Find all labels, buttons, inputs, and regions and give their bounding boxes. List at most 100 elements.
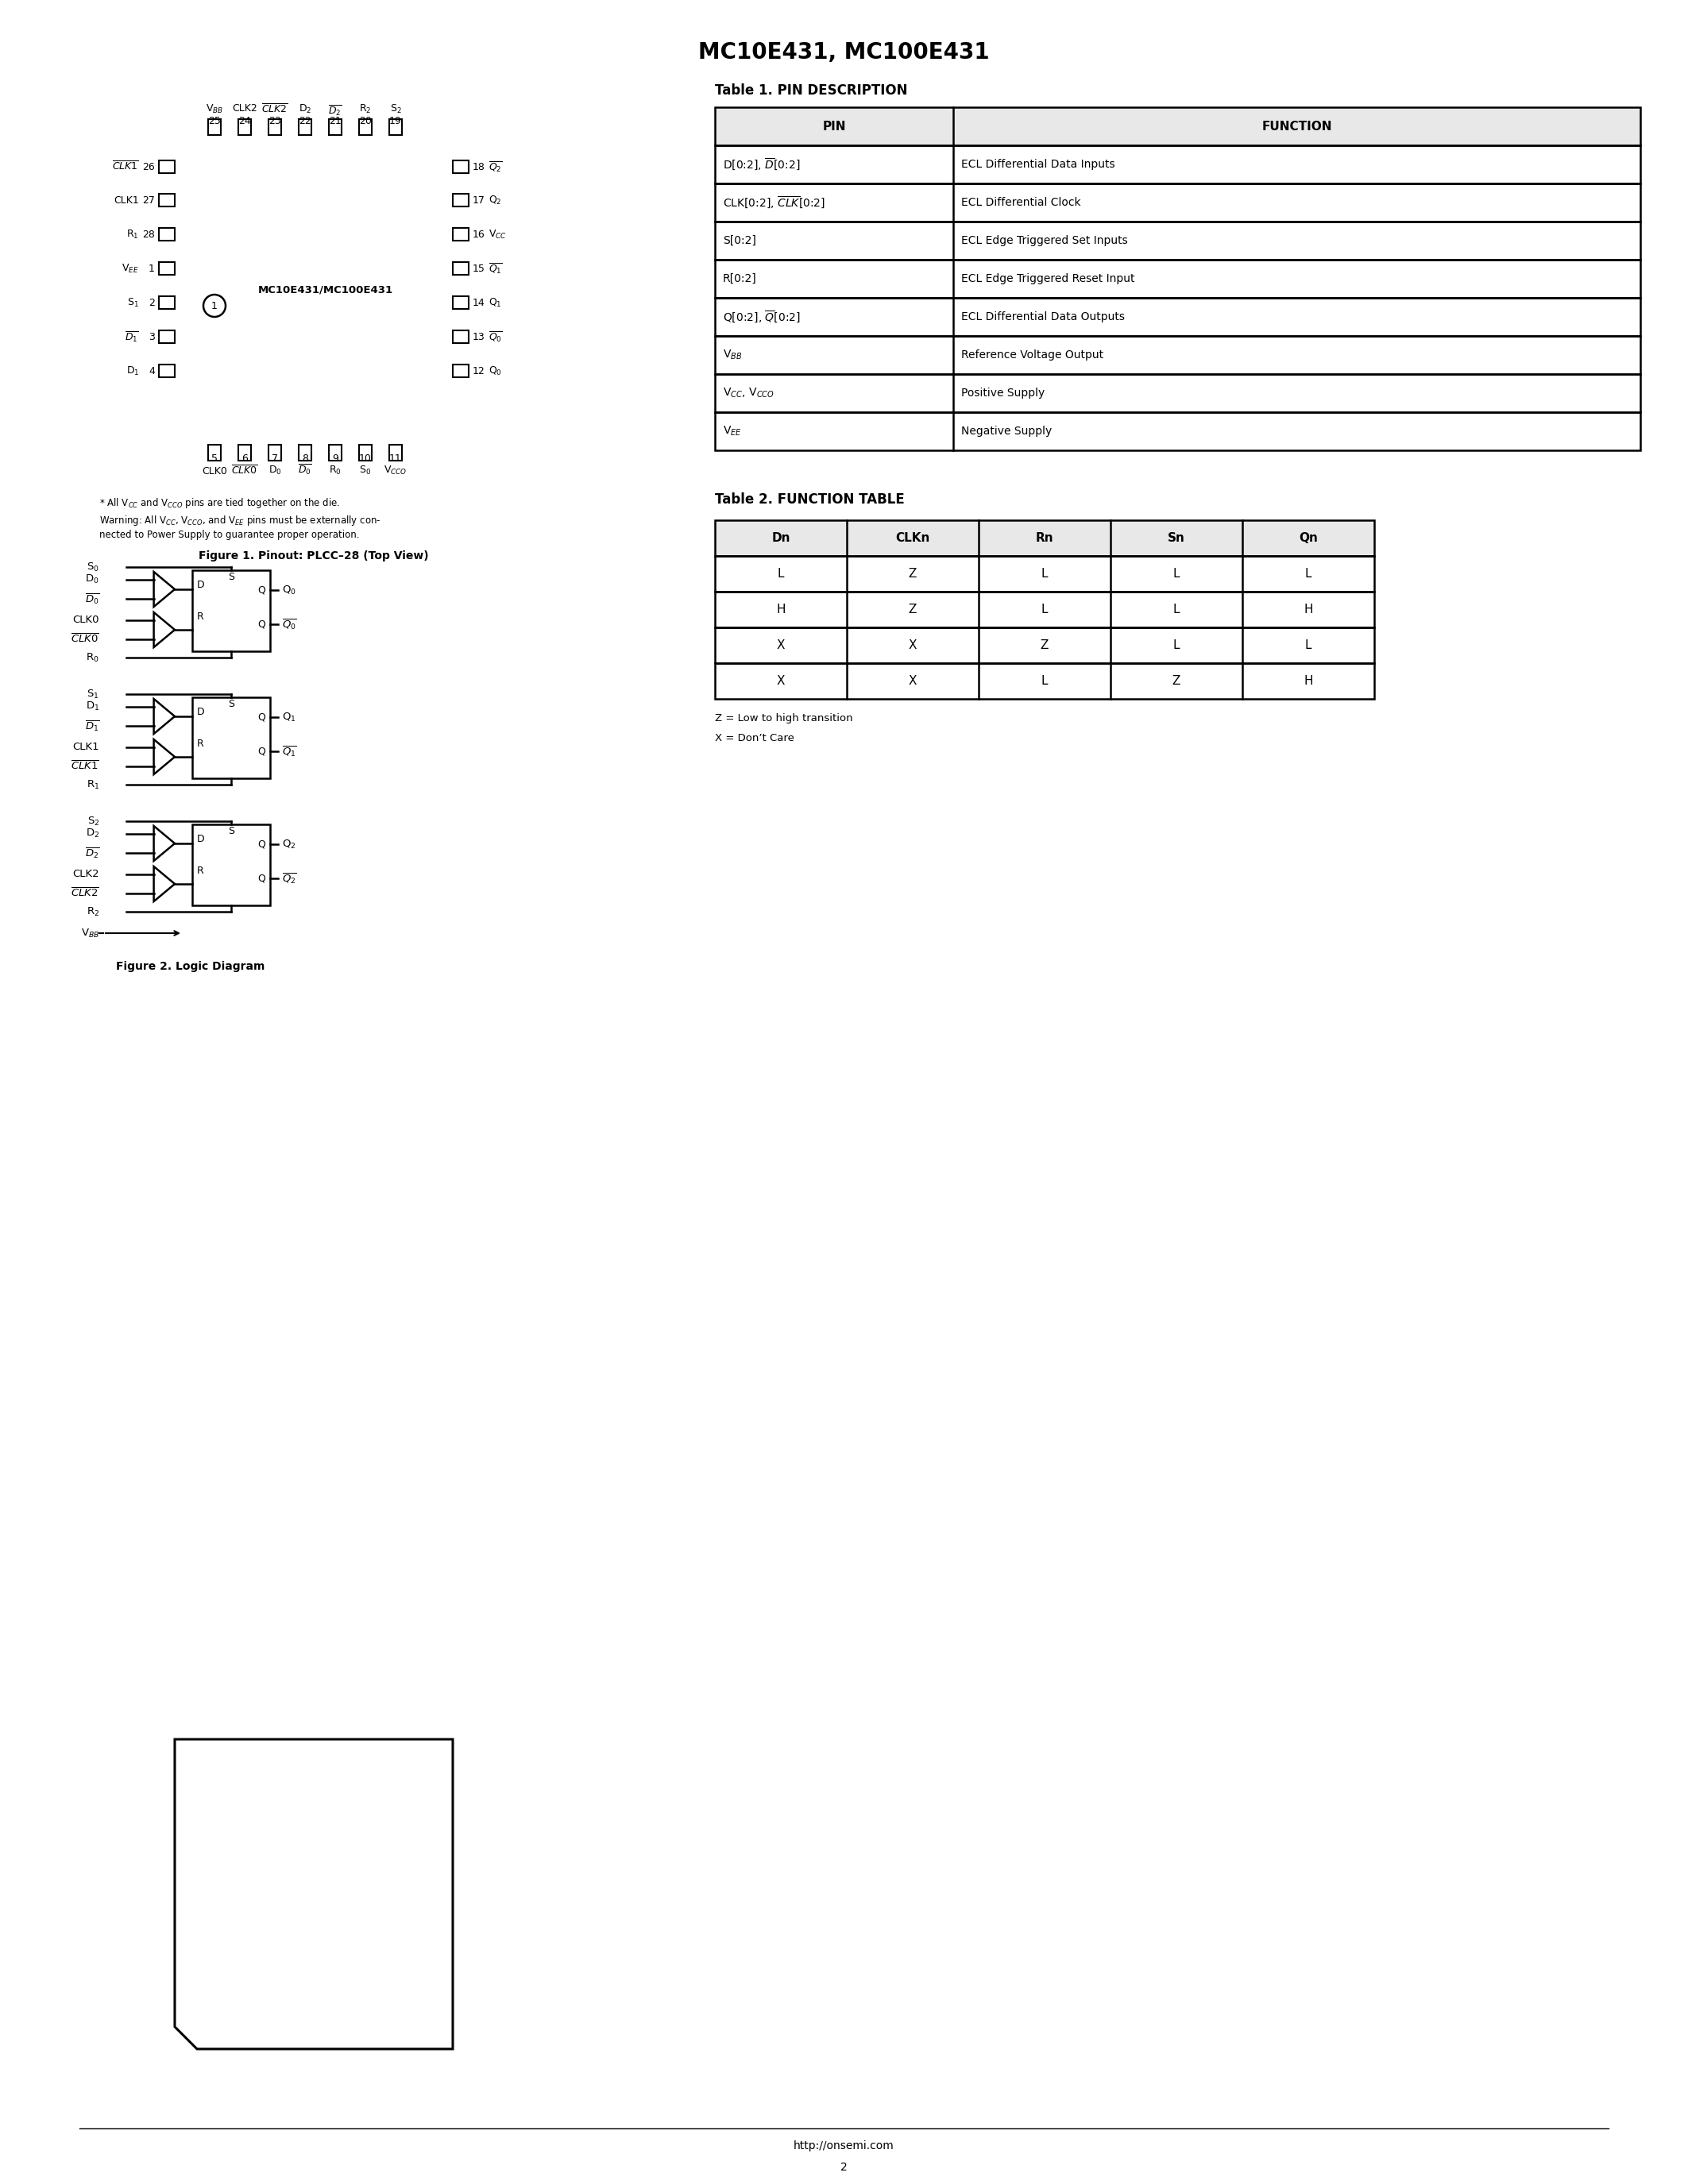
Bar [452, 365, 469, 378]
Text: MC10E431/MC100E431: MC10E431/MC100E431 [258, 284, 393, 295]
Bar [716, 373, 1641, 413]
Text: 5: 5 [211, 454, 218, 463]
Text: Z: Z [1040, 640, 1048, 651]
Text: S: S [228, 699, 235, 710]
Text: D: D [197, 705, 204, 716]
Text: S$_2$: S$_2$ [390, 103, 402, 116]
Bar [192, 823, 270, 906]
Text: H: H [1303, 603, 1313, 616]
Text: V$_{CC}$: V$_{CC}$ [488, 229, 506, 240]
Text: S: S [228, 572, 235, 581]
Bar [716, 221, 1641, 260]
Bar [159, 262, 176, 275]
Text: V$_{BB}$: V$_{BB}$ [81, 928, 100, 939]
Bar [716, 107, 1641, 146]
Text: D: D [197, 579, 204, 590]
Text: X: X [908, 640, 917, 651]
Text: $\overline{Q_0}$: $\overline{Q_0}$ [282, 618, 297, 631]
Bar [716, 183, 1641, 221]
Bar [452, 297, 469, 308]
Bar [716, 336, 1641, 373]
Text: 6: 6 [241, 454, 248, 463]
Text: X: X [776, 640, 785, 651]
Text: V$_{CC}$, V$_{CCO}$: V$_{CC}$, V$_{CCO}$ [722, 387, 775, 400]
Bar [238, 120, 252, 135]
Text: $\overline{CLK2}$: $\overline{CLK2}$ [71, 887, 100, 900]
Text: $\overline{D_1}$: $\overline{D_1}$ [84, 719, 100, 734]
Text: CLK1: CLK1 [73, 743, 100, 753]
Text: ECL Edge Triggered Reset Input: ECL Edge Triggered Reset Input [960, 273, 1134, 284]
Text: Qn: Qn [1298, 533, 1318, 544]
Text: R$_0$: R$_0$ [329, 465, 341, 476]
Text: $\overline{Q_0}$: $\overline{Q_0}$ [488, 330, 503, 343]
Bar [329, 446, 341, 461]
Text: 10: 10 [360, 454, 371, 463]
Text: S$_1$: S$_1$ [127, 297, 138, 308]
Text: S[0:2]: S[0:2] [722, 236, 756, 247]
Text: 24: 24 [238, 116, 252, 127]
Text: D[0:2], $\overline{D}$[0:2]: D[0:2], $\overline{D}$[0:2] [722, 157, 800, 173]
Text: Q: Q [258, 712, 265, 723]
Bar [452, 262, 469, 275]
Text: Q$_0$: Q$_0$ [488, 365, 501, 378]
Text: Z = Low to high transition: Z = Low to high transition [716, 714, 852, 723]
Text: R: R [197, 612, 204, 622]
Text: MC10E431, MC100E431: MC10E431, MC100E431 [699, 41, 989, 63]
Text: D$_0$: D$_0$ [86, 574, 100, 585]
Text: 22: 22 [299, 116, 311, 127]
Text: $\overline{D_0}$: $\overline{D_0}$ [84, 592, 100, 605]
Text: nected to Power Supply to guarantee proper operation.: nected to Power Supply to guarantee prop… [100, 531, 360, 539]
Text: CLK0: CLK0 [203, 465, 228, 476]
Text: 3: 3 [149, 332, 155, 343]
Text: Z: Z [1171, 675, 1180, 688]
Text: R$_0$: R$_0$ [86, 651, 100, 664]
Text: $\overline{Q_1}$: $\overline{Q_1}$ [282, 745, 297, 758]
Text: http://onsemi.com: http://onsemi.com [793, 2140, 895, 2151]
Text: Table 1. PIN DESCRIPTION: Table 1. PIN DESCRIPTION [716, 83, 908, 98]
Text: Z: Z [908, 603, 917, 616]
Text: X: X [908, 675, 917, 688]
Text: 21: 21 [329, 116, 341, 127]
Text: ECL Differential Data Outputs: ECL Differential Data Outputs [960, 312, 1124, 323]
Text: L: L [1173, 640, 1180, 651]
Text: R$_2$: R$_2$ [360, 103, 371, 116]
Text: L: L [1173, 603, 1180, 616]
Text: L: L [1041, 675, 1048, 688]
Bar [268, 446, 282, 461]
Text: PIN: PIN [822, 120, 846, 133]
Text: R[0:2]: R[0:2] [722, 273, 756, 284]
Text: R: R [197, 738, 204, 749]
Bar [716, 627, 1374, 664]
Text: Q: Q [258, 839, 265, 850]
Text: CLK2: CLK2 [231, 103, 257, 114]
Text: D$_1$: D$_1$ [86, 701, 100, 712]
Text: H: H [1303, 675, 1313, 688]
Text: CLKn: CLKn [895, 533, 930, 544]
Text: $\overline{CLK2}$: $\overline{CLK2}$ [262, 103, 289, 116]
Text: Q: Q [258, 747, 265, 756]
Text: Q: Q [258, 585, 265, 596]
Text: R$_1$: R$_1$ [86, 780, 100, 791]
Bar [716, 664, 1374, 699]
Text: 12: 12 [473, 365, 484, 376]
Bar [452, 330, 469, 343]
Text: ECL Edge Triggered Set Inputs: ECL Edge Triggered Set Inputs [960, 236, 1128, 247]
Bar [238, 446, 252, 461]
Text: Warning: All V$_{CC}$, V$_{CCO}$, and V$_{EE}$ pins must be externally con-: Warning: All V$_{CC}$, V$_{CCO}$, and V$… [100, 513, 381, 526]
Text: L: L [1041, 603, 1048, 616]
Text: 7: 7 [272, 454, 279, 463]
Text: Q$_1$: Q$_1$ [282, 712, 295, 723]
Bar [390, 120, 402, 135]
Text: Z: Z [908, 568, 917, 579]
Text: 27: 27 [142, 194, 155, 205]
Text: 15: 15 [473, 264, 484, 273]
Text: 28: 28 [142, 229, 155, 240]
Bar [159, 365, 176, 378]
Text: D: D [197, 834, 204, 843]
Text: L: L [778, 568, 785, 579]
Bar [299, 120, 311, 135]
Text: S$_1$: S$_1$ [88, 688, 100, 701]
Bar [329, 120, 341, 135]
Text: 18: 18 [473, 162, 484, 173]
Text: CLK0: CLK0 [73, 616, 100, 625]
